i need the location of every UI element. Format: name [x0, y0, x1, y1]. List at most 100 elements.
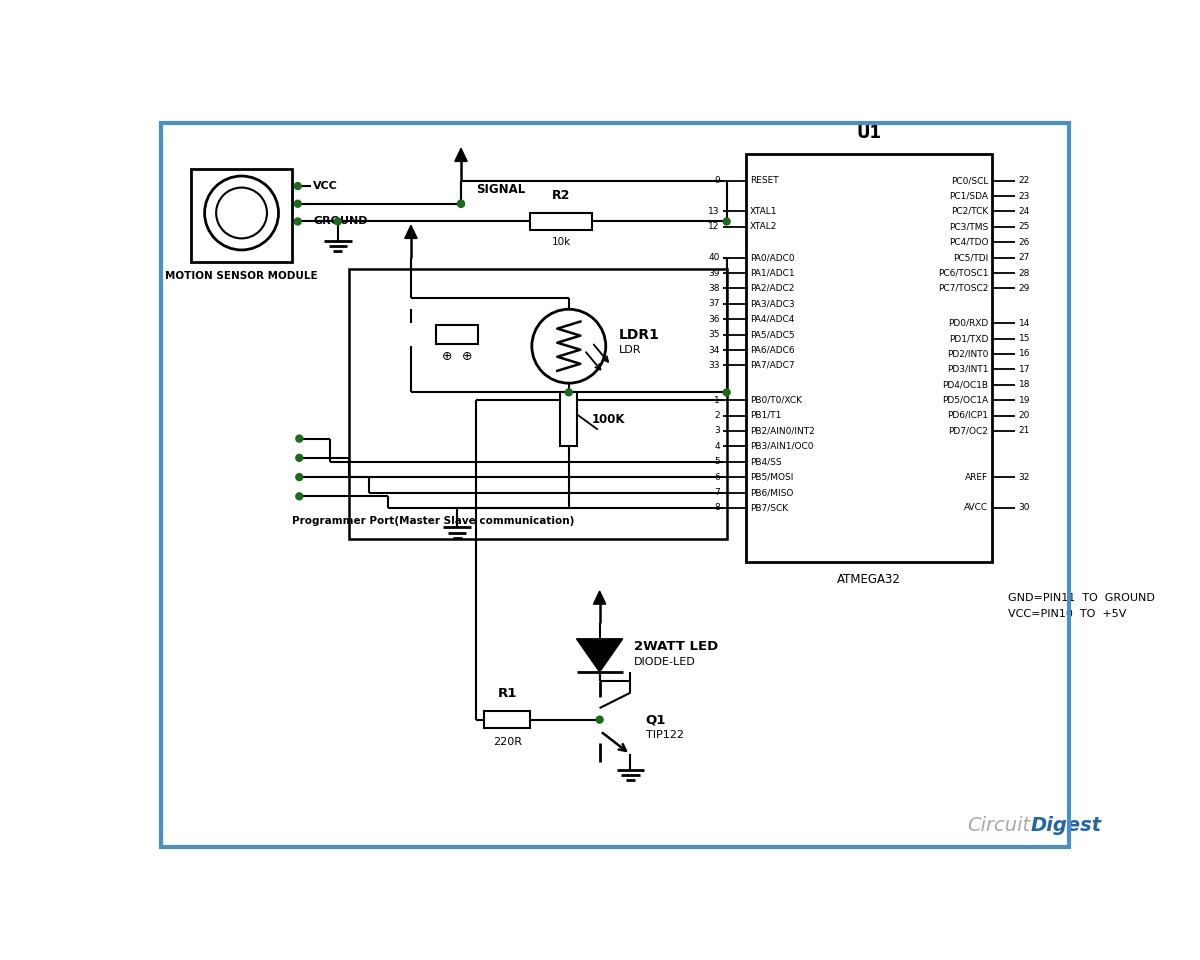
Text: XTAL2: XTAL2: [750, 223, 778, 231]
Text: XTAL1: XTAL1: [750, 207, 778, 216]
Text: PD0/RXD: PD0/RXD: [948, 319, 989, 327]
Text: PA2/ADC2: PA2/ADC2: [750, 284, 794, 293]
Text: PD7/OC2: PD7/OC2: [948, 426, 989, 436]
Text: 37: 37: [708, 300, 720, 308]
Text: PA5/ADC5: PA5/ADC5: [750, 330, 794, 339]
Text: 40: 40: [708, 253, 720, 262]
Text: 36: 36: [708, 315, 720, 324]
Text: PA6/ADC6: PA6/ADC6: [750, 346, 794, 354]
Text: PB2/AIN0/INT2: PB2/AIN0/INT2: [750, 426, 815, 436]
Circle shape: [457, 201, 464, 207]
Circle shape: [457, 201, 464, 207]
Polygon shape: [594, 591, 606, 604]
Bar: [530, 213, 592, 230]
Bar: [349, 269, 727, 539]
Text: PA3/ADC3: PA3/ADC3: [750, 300, 794, 308]
Text: PC4/TDO: PC4/TDO: [949, 238, 989, 247]
Bar: [746, 154, 992, 562]
Text: 3: 3: [714, 426, 720, 436]
Text: 21: 21: [1019, 426, 1030, 436]
Circle shape: [204, 176, 278, 250]
Text: 12: 12: [708, 223, 720, 231]
Text: 33: 33: [708, 361, 720, 370]
Text: 100K: 100K: [592, 413, 625, 426]
Circle shape: [216, 187, 266, 238]
Text: PD5/OC1A: PD5/OC1A: [942, 396, 989, 404]
Text: 23: 23: [1019, 192, 1030, 201]
Text: Digest: Digest: [1031, 816, 1102, 835]
Text: 220R: 220R: [493, 736, 522, 747]
Text: Q1: Q1: [646, 713, 666, 726]
Circle shape: [565, 389, 572, 396]
Text: 20: 20: [1019, 411, 1030, 420]
Text: PA1/ADC1: PA1/ADC1: [750, 269, 794, 277]
Text: 14: 14: [1019, 319, 1030, 327]
Polygon shape: [576, 638, 623, 672]
Text: 26: 26: [1019, 238, 1030, 247]
Text: PB5/MOSI: PB5/MOSI: [750, 472, 793, 482]
Text: PD6/ICP1: PD6/ICP1: [948, 411, 989, 420]
Text: 13: 13: [708, 207, 720, 216]
Text: PC2/TCK: PC2/TCK: [952, 207, 989, 216]
Text: 29: 29: [1019, 284, 1030, 293]
Circle shape: [294, 218, 301, 225]
Text: VCC: VCC: [313, 181, 338, 191]
Bar: [436, 325, 479, 345]
Text: PC7/TOSC2: PC7/TOSC2: [938, 284, 989, 293]
Text: TIP122: TIP122: [646, 730, 684, 740]
Circle shape: [294, 201, 301, 207]
Text: 2WATT LED: 2WATT LED: [635, 640, 719, 653]
Text: R1: R1: [498, 687, 517, 701]
Circle shape: [296, 492, 302, 500]
Text: 22: 22: [1019, 176, 1030, 185]
Text: 2: 2: [714, 411, 720, 420]
Circle shape: [296, 454, 302, 462]
Text: PD2/INT0: PD2/INT0: [947, 349, 989, 358]
Text: 34: 34: [708, 346, 720, 354]
Text: 35: 35: [708, 330, 720, 339]
Text: ⊕: ⊕: [442, 349, 452, 363]
Text: PC0/SCL: PC0/SCL: [952, 176, 989, 185]
Text: PC1/SDA: PC1/SDA: [949, 192, 989, 201]
Circle shape: [294, 182, 301, 189]
Text: SIGNAL: SIGNAL: [476, 183, 526, 196]
Text: 24: 24: [1019, 207, 1030, 216]
Text: 30: 30: [1019, 503, 1030, 513]
Text: U1: U1: [857, 124, 882, 142]
Text: 25: 25: [1019, 223, 1030, 231]
Bar: [192, 169, 292, 261]
Text: PD4/OC1B: PD4/OC1B: [942, 380, 989, 389]
Text: GND=PIN11  TO  GROUND
VCC=PIN10  TO  +5V: GND=PIN11 TO GROUND VCC=PIN10 TO +5V: [1008, 592, 1154, 619]
Circle shape: [532, 309, 606, 383]
Text: 1.0: 1.0: [449, 329, 466, 340]
Circle shape: [296, 435, 302, 442]
Text: LDR1: LDR1: [619, 327, 660, 342]
Text: 16: 16: [1019, 349, 1030, 358]
Text: PB6/MISO: PB6/MISO: [750, 488, 793, 497]
Text: 28: 28: [1019, 269, 1030, 277]
Text: 15: 15: [1019, 334, 1030, 343]
Text: 10k: 10k: [552, 237, 571, 247]
Text: 1: 1: [714, 396, 720, 404]
Text: LDR: LDR: [619, 345, 641, 355]
Text: 32: 32: [1019, 472, 1030, 482]
Polygon shape: [455, 148, 467, 161]
Text: PD1/TXD: PD1/TXD: [949, 334, 989, 343]
Text: 4: 4: [714, 442, 720, 451]
Text: 5: 5: [714, 457, 720, 467]
Circle shape: [335, 218, 341, 225]
Text: PB4/SS: PB4/SS: [750, 457, 781, 467]
Text: 7: 7: [714, 488, 720, 497]
Text: ATMEGA32: ATMEGA32: [838, 573, 901, 587]
Text: PA4/ADC4: PA4/ADC4: [750, 315, 794, 324]
Circle shape: [724, 218, 730, 225]
Text: 18: 18: [1019, 380, 1030, 389]
Text: AVCC: AVCC: [965, 503, 989, 513]
Text: PA7/ADC7: PA7/ADC7: [750, 361, 794, 370]
Text: 38: 38: [708, 284, 720, 293]
Text: PA0/ADC0: PA0/ADC0: [750, 253, 794, 262]
Text: PB0/T0/XCK: PB0/T0/XCK: [750, 396, 802, 404]
Text: 9: 9: [714, 176, 720, 185]
Text: MOTION SENSOR MODULE: MOTION SENSOR MODULE: [166, 271, 318, 280]
Text: RESET: RESET: [750, 176, 779, 185]
